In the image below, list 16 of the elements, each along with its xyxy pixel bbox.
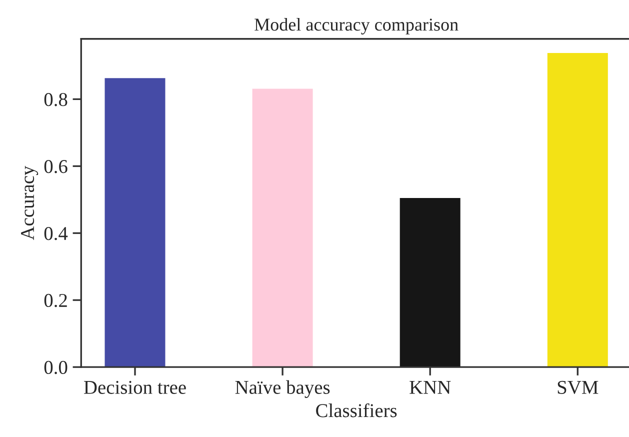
x-axis-title: Classifiers bbox=[316, 403, 397, 418]
y-tick-label: 0.4 bbox=[44, 226, 68, 240]
bar bbox=[400, 198, 460, 368]
x-tick-label: Decision tree bbox=[84, 380, 186, 394]
x-tick-label: Naïve bayes bbox=[235, 380, 330, 398]
y-tick-label: 0.2 bbox=[44, 294, 67, 308]
bar bbox=[104, 78, 166, 368]
y-axis-title: Accuracy bbox=[21, 166, 38, 240]
y-tick-label: 0.0 bbox=[44, 360, 68, 374]
y-tick-label: 0.6 bbox=[44, 160, 68, 174]
bar bbox=[547, 52, 608, 368]
x-tick-label: SVM bbox=[558, 380, 598, 394]
bar bbox=[252, 88, 313, 368]
x-tick-label: KNN bbox=[410, 381, 451, 394]
y-tick-label: 0.8 bbox=[44, 92, 68, 106]
chart-title: Model accuracy comparison bbox=[254, 18, 458, 34]
